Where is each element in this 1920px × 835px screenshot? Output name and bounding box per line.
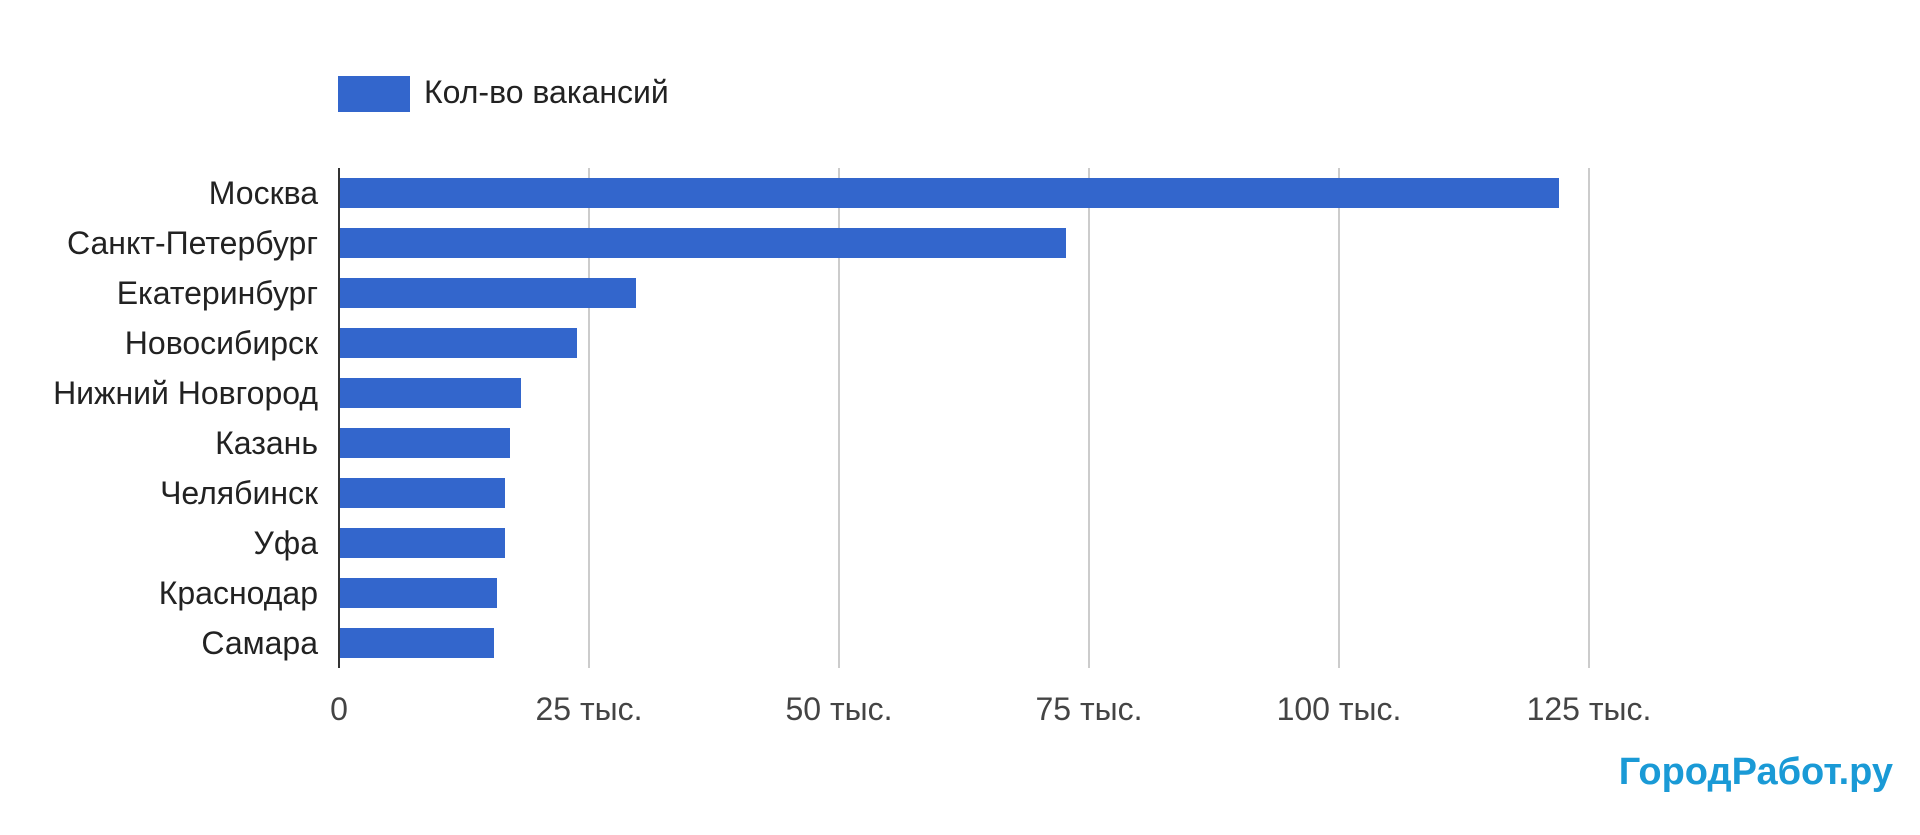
bar xyxy=(339,228,1066,258)
category-labels: Москва Санкт-Петербург Екатеринбург Новосиб… xyxy=(53,175,319,661)
legend-label: Кол-во вакансий xyxy=(424,74,669,110)
bar xyxy=(339,628,494,658)
x-tick-label: 0 xyxy=(330,691,348,727)
bar xyxy=(339,578,497,608)
category-label: Новосибирск xyxy=(125,325,319,361)
bar xyxy=(339,428,510,458)
category-label: Самара xyxy=(201,625,318,661)
category-label: Уфа xyxy=(254,525,319,561)
x-tick-label: 25 тыс. xyxy=(535,691,642,727)
bar xyxy=(339,378,521,408)
category-label: Краснодар xyxy=(159,575,318,611)
x-tick-label: 100 тыс. xyxy=(1277,691,1402,727)
category-label: Казань xyxy=(215,425,318,461)
bars xyxy=(339,178,1559,658)
bar xyxy=(339,478,505,508)
x-tick-label: 75 тыс. xyxy=(1035,691,1142,727)
category-label: Москва xyxy=(209,175,318,211)
x-tick-label: 125 тыс. xyxy=(1527,691,1652,727)
legend-swatch xyxy=(338,76,410,112)
category-label: Екатеринбург xyxy=(117,275,318,311)
bar xyxy=(339,278,636,308)
watermark-logo: ГородРабот.ру xyxy=(1619,751,1893,793)
bar xyxy=(339,528,505,558)
category-label: Челябинск xyxy=(160,475,319,511)
category-label: Санкт-Петербург xyxy=(67,225,318,261)
bar xyxy=(339,328,577,358)
x-tick-label: 50 тыс. xyxy=(785,691,892,727)
category-label: Нижний Новгород xyxy=(53,375,318,411)
x-tick-labels: 0 25 тыс. 50 тыс. 75 тыс. 100 тыс. 125 тыс. xyxy=(330,691,1651,727)
legend: Кол-во вакансий xyxy=(338,74,669,112)
bar xyxy=(339,178,1559,208)
